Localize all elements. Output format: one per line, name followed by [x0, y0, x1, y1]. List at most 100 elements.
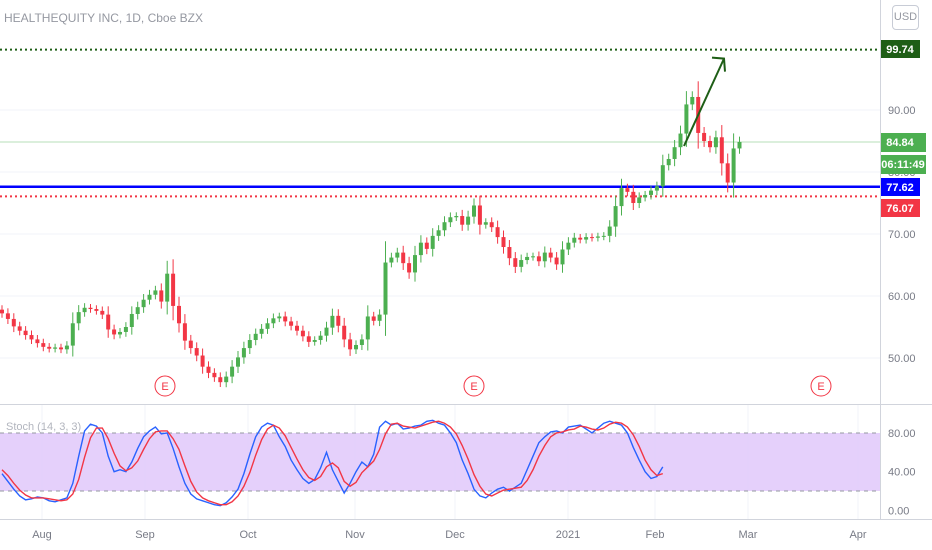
candle-body — [194, 348, 199, 356]
candle-body — [460, 216, 465, 225]
time-tick-label: Dec — [445, 529, 465, 541]
candle-body — [684, 104, 689, 134]
candle-body — [354, 344, 358, 350]
candle-body — [395, 252, 400, 258]
candle-body — [64, 345, 69, 350]
candle-body — [206, 366, 211, 373]
earnings-marker-circle[interactable] — [154, 375, 176, 397]
candle-body — [283, 316, 288, 322]
candle-body — [448, 217, 453, 223]
trend-arrow[interactable] — [683, 56, 726, 147]
stochastic-tick-label: 40.00 — [888, 467, 916, 479]
time-tick-label: Nov — [345, 529, 365, 541]
candle-body — [613, 206, 618, 227]
candle-body — [212, 372, 217, 378]
candle-body — [713, 137, 718, 148]
candle-body — [88, 307, 93, 310]
candle-body — [342, 325, 347, 340]
candle-body — [525, 256, 530, 261]
candle-body — [253, 333, 258, 341]
candle-body — [601, 235, 606, 237]
candle-body — [548, 252, 553, 258]
earnings-marker-label: E — [161, 381, 168, 393]
candle-body — [100, 310, 105, 315]
stochastic-d-line — [1, 420, 664, 506]
candle-body — [377, 314, 382, 321]
candle-body — [348, 339, 353, 350]
candle-body — [147, 294, 152, 300]
candle-body — [477, 205, 482, 225]
axis-labels: 50.00 60.00 70.00 80.00 90.00 Aug Sep Oct Nov Dec… — [32, 105, 915, 541]
candle-body — [230, 366, 235, 377]
candle-body — [513, 258, 518, 267]
candle-body — [265, 323, 270, 329]
candle-body — [654, 186, 659, 191]
candle-body — [436, 230, 441, 236]
earnings-marker-circle[interactable] — [463, 375, 485, 397]
candle-body — [59, 347, 63, 350]
candle-body — [259, 328, 264, 334]
earnings-marker[interactable]: E — [463, 375, 485, 397]
candle-body — [389, 257, 394, 263]
candle-body — [619, 188, 624, 207]
candle-body — [649, 190, 653, 195]
price-level-tag: 99.74 — [886, 44, 914, 56]
candle-body — [637, 197, 642, 203]
price-level-tag-bg — [881, 40, 920, 58]
candle-body — [519, 260, 524, 267]
candle-body — [76, 312, 81, 324]
candle-body — [660, 165, 665, 187]
candle-body — [483, 222, 488, 225]
candle-body — [271, 318, 276, 324]
candle-body — [188, 340, 193, 349]
candle-body — [666, 158, 671, 166]
candle-body — [129, 313, 134, 327]
price-level-tag-bg — [881, 199, 920, 217]
candle-body — [53, 347, 58, 349]
arrow-head[interactable] — [711, 56, 726, 72]
stochastic-title: Stoch (14, 3, 3) — [6, 421, 81, 433]
candle-body — [424, 242, 429, 249]
earnings-marker-circle[interactable] — [810, 375, 832, 397]
price-tick-label: 50.00 — [888, 353, 916, 365]
candle-body — [141, 299, 146, 308]
candle-body — [418, 242, 423, 256]
candle-body — [165, 273, 170, 302]
candle-body — [607, 226, 612, 236]
earnings-marker[interactable]: E — [810, 375, 832, 397]
chart-title: HEALTHEQUITY INC, 1D, Cboe BZX — [4, 11, 203, 25]
candle-body — [495, 227, 500, 238]
candle-body — [200, 355, 205, 367]
earnings-marker-label: E — [470, 381, 477, 393]
stochastic-tick-label: 80.00 — [888, 428, 916, 440]
candle-body — [5, 313, 10, 319]
candle-body — [171, 273, 176, 306]
candle-body — [407, 263, 412, 273]
arrow-shaft[interactable] — [683, 58, 725, 147]
candle-body — [536, 256, 541, 262]
candle-body — [336, 315, 341, 326]
candle-body — [672, 147, 677, 159]
candle-body — [112, 329, 117, 335]
candle-body — [501, 237, 506, 248]
candle-body — [690, 96, 695, 105]
candle-body — [247, 340, 252, 349]
candle-body — [159, 290, 164, 302]
candle-body — [312, 340, 317, 342]
stochastic-tick-label: 0.00 — [888, 506, 909, 518]
candle-body — [289, 321, 294, 326]
candle-body — [177, 305, 181, 324]
earnings-marker[interactable]: E — [154, 375, 176, 397]
candle-body — [413, 255, 417, 273]
currency-button[interactable]: USD — [892, 5, 919, 30]
time-tick-label: 2021 — [556, 529, 580, 541]
candle-body — [572, 237, 577, 243]
candle-body — [182, 323, 187, 341]
candle-body — [365, 316, 370, 340]
candle-body — [218, 377, 223, 383]
current-price-tag-bg — [881, 133, 926, 152]
candle-body — [737, 141, 742, 149]
candle-body — [371, 316, 376, 321]
